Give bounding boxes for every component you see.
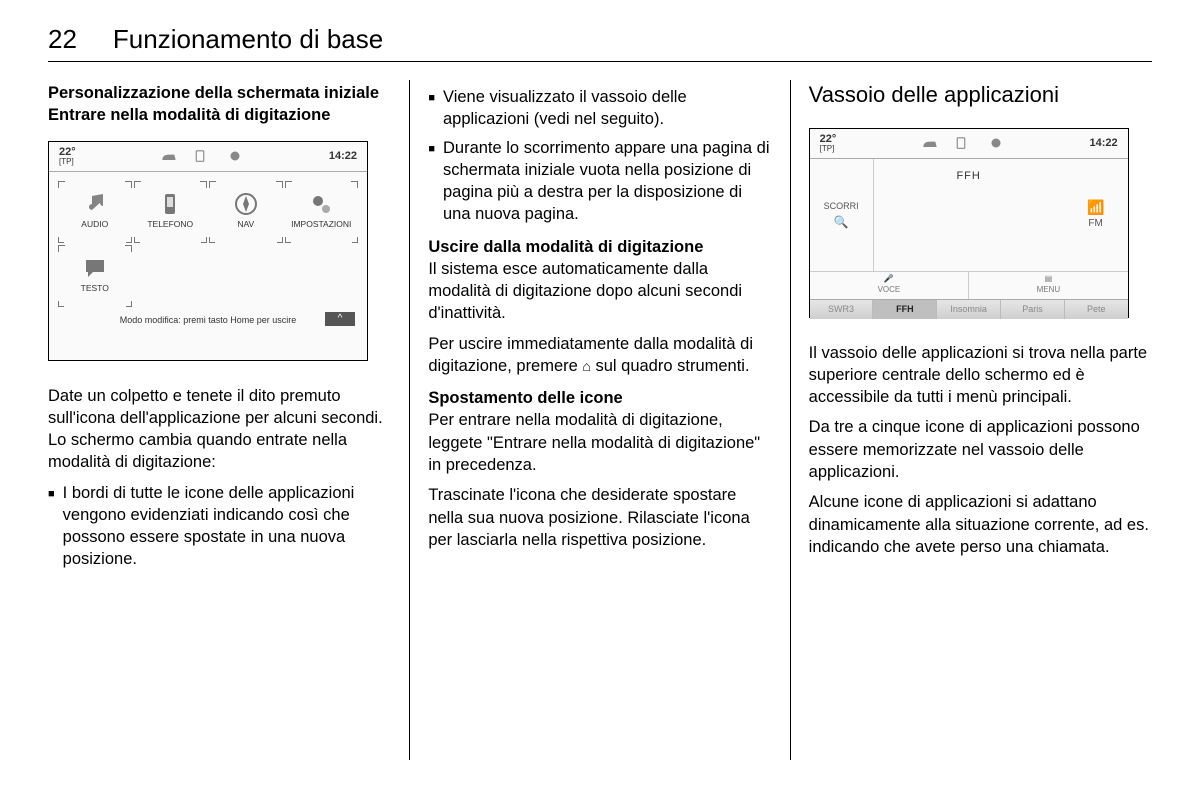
shot1-temp: 22° [TP] — [59, 147, 76, 166]
app-text-label: TESTO — [81, 283, 109, 294]
shot1-topbar: 22° [TP] 14:22 — [49, 142, 367, 172]
gears-icon — [309, 192, 333, 216]
app-settings[interactable]: IMPOSTAZIONI — [284, 180, 360, 244]
shot2-presets: SWR3 FFH Insomnia Paris Pete — [810, 299, 1128, 319]
columns: Personalizzazione della schermata inizia… — [48, 80, 1152, 760]
shot2-temp: 22° [TP] — [820, 134, 837, 153]
col3-paragraph-3: Alcune icone di applicazioni si adattano… — [809, 491, 1152, 558]
shot1-time: 14:22 — [329, 149, 357, 164]
col2-bullet-list: Viene visualizzato il vassoio delle appl… — [428, 86, 771, 226]
shot2-tp: [TP] — [820, 145, 837, 153]
col2-paragraph-3: Per entrare nella modalità di digitazion… — [428, 409, 771, 476]
column-2: Viene visualizzato il vassoio delle appl… — [409, 80, 789, 760]
shot2-station-name: FFH — [956, 169, 980, 184]
circle-icon — [990, 137, 1004, 149]
app-nav[interactable]: NAV — [208, 180, 284, 244]
shot2-voice-label: VOCE — [878, 285, 901, 296]
music-note-icon — [83, 192, 107, 216]
app-audio[interactable]: AUDIO — [57, 180, 133, 244]
preset-1[interactable]: SWR3 — [810, 300, 874, 319]
col2-bullet-1: Viene visualizzato il vassoio delle appl… — [428, 86, 771, 131]
col2-paragraph-2: Per uscire immediatamente dalla modalità… — [428, 333, 771, 378]
shot2-band-label: FM — [1088, 217, 1102, 231]
shot1-app-grid: AUDIO TELEFONO NAV — [49, 172, 367, 308]
shot2-tray-icons — [836, 137, 1089, 149]
app-audio-label: AUDIO — [81, 219, 108, 230]
shot1-footer: Modo modifica: premi tasto Home per usci… — [49, 308, 367, 330]
shot2-topbar: 22° [TP] 14:22 — [810, 129, 1128, 159]
col1-paragraph-1: Date un colpetto e tenete il dito premut… — [48, 385, 391, 474]
compass-icon — [234, 192, 258, 216]
shot2-menu-button[interactable]: ▤ MENU — [968, 272, 1128, 299]
phone-icon — [158, 192, 182, 216]
page-header: 22 Funzionamento di base — [48, 24, 1152, 62]
shot1-temp-value: 22° — [59, 147, 76, 158]
iron-icon — [161, 150, 175, 162]
app-text[interactable]: TESTO — [57, 244, 133, 308]
search-icon: 🔍 — [834, 214, 849, 230]
preset-2[interactable]: FFH — [873, 300, 937, 319]
col3-section-heading: Vassoio delle applicazioni — [809, 80, 1152, 110]
preset-3[interactable]: Insomnia — [937, 300, 1001, 319]
col1-bullet-1: I bordi di tutte le icone delle applicaz… — [48, 482, 391, 571]
preset-5[interactable]: Pete — [1065, 300, 1128, 319]
shot1-tp: [TP] — [59, 158, 76, 166]
app-phone[interactable]: TELEFONO — [133, 180, 209, 244]
col2-heading-1: Uscire dalla modalità di digitazione — [428, 236, 771, 258]
screenshot-app-tray: 22° [TP] 14:22 SC — [809, 128, 1129, 318]
app-nav-label: NAV — [237, 219, 254, 230]
shot2-menu-label: MENU — [1037, 285, 1061, 296]
shot2-scroll-button[interactable]: SCORRI 🔍 — [810, 159, 874, 271]
preset-4[interactable]: Paris — [1001, 300, 1065, 319]
column-1: Personalizzazione della schermata inizia… — [48, 80, 409, 760]
tablet-icon — [195, 150, 209, 162]
shot1-tray-icons — [76, 150, 329, 162]
home-icon: ⌂ — [582, 358, 590, 374]
mic-icon: 🎤 — [884, 274, 894, 285]
page-number: 22 — [48, 24, 77, 55]
shot1-footer-text: Modo modifica: premi tasto Home per usci… — [120, 315, 297, 325]
column-3: Vassoio delle applicazioni 22° [TP] — [790, 80, 1152, 760]
shot2-voice-button[interactable]: 🎤 VOCE — [810, 272, 969, 299]
col3-paragraph-1: Il vassoio delle applicazioni si trova n… — [809, 342, 1152, 409]
shot2-body: SCORRI 🔍 FFH 📶 FM — [810, 159, 1128, 271]
col2-bullet-2: Durante lo scorrimento appare una pagina… — [428, 137, 771, 226]
col1-heading-bold: Personalizzazione della schermata inizia… — [48, 82, 391, 104]
record-icon — [229, 150, 243, 162]
col3-paragraph-2: Da tre a cinque icone di applicazioni po… — [809, 416, 1152, 483]
col1-bullet-list: I bordi di tutte le icone delle applicaz… — [48, 482, 391, 571]
tablet-icon — [956, 137, 970, 149]
col2-paragraph-1: Il sistema esce automaticamente dalla mo… — [428, 258, 771, 325]
antenna-icon: 📶 — [1087, 198, 1104, 217]
chapter-title: Funzionamento di base — [113, 24, 383, 55]
app-phone-label: TELEFONO — [147, 219, 193, 230]
shot2-scroll-label: SCORRI — [824, 200, 859, 212]
shot2-bottom-row: 🎤 VOCE ▤ MENU — [810, 271, 1128, 299]
chevron-up-icon[interactable]: ^ — [325, 312, 355, 326]
screenshot-edit-mode: 22° [TP] 14:22 — [48, 141, 368, 361]
iron-icon — [922, 137, 936, 149]
shot2-time: 14:22 — [1090, 136, 1118, 151]
menu-icon: ▤ — [1045, 274, 1053, 285]
speech-bubble-icon — [83, 256, 107, 280]
col2-heading-2: Spostamento delle icone — [428, 387, 771, 409]
col2-paragraph-4: Trascinate l'icona che desiderate sposta… — [428, 484, 771, 551]
shot2-band[interactable]: 📶 FM — [1064, 159, 1128, 271]
shot2-station: FFH — [874, 159, 1064, 271]
col1-heading-sub: Entrare nella modalità di digitazione — [48, 104, 391, 126]
col2-p2-b: sul quadro strumenti. — [591, 357, 750, 375]
app-settings-label: IMPOSTAZIONI — [291, 219, 351, 230]
